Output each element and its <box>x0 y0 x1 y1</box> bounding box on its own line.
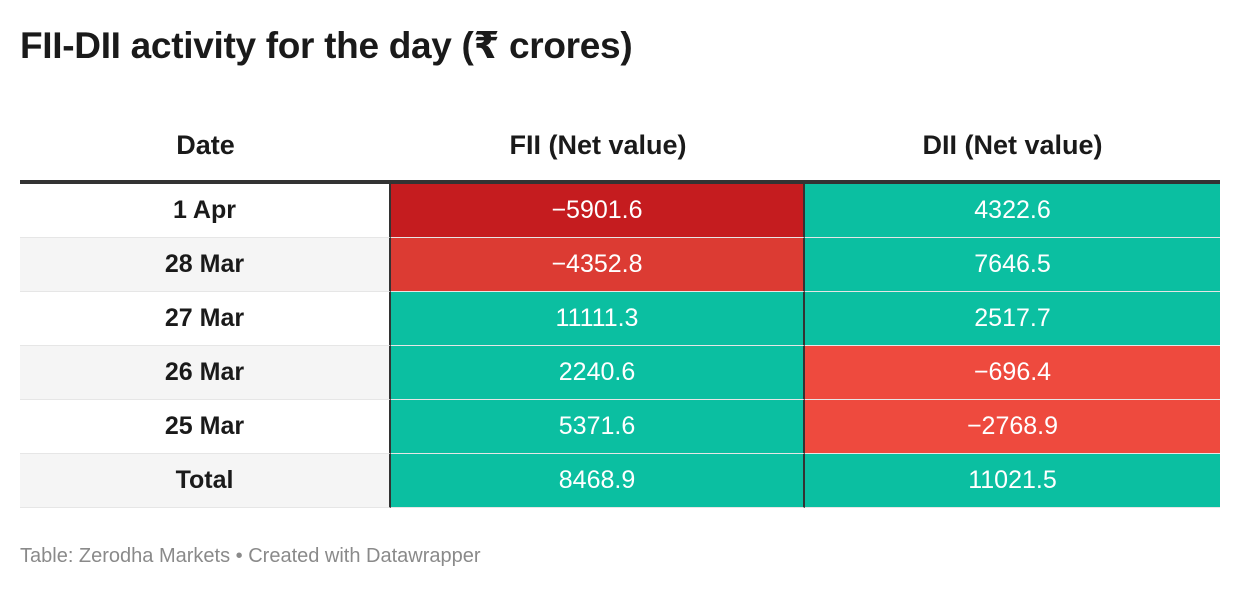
fii-value-cell: 2240.6 <box>391 346 805 400</box>
date-cell: 1 Apr <box>20 184 391 238</box>
table-body: 1 Apr −5901.6 4322.6 28 Mar −4352.8 7646.5 27 … <box>20 184 1220 508</box>
date-cell: Total <box>20 454 391 508</box>
source-note: Table: Zerodha Markets • Created with Da… <box>20 545 481 567</box>
fii-value-cell: −5901.6 <box>391 184 805 238</box>
data-table: Date FII (Net value) DII (Net value) 1 A… <box>20 110 1220 508</box>
table-row: 26 Mar 2240.6 −696.4 <box>20 346 1220 400</box>
table-row: Total 8468.9 11021.5 <box>20 454 1220 508</box>
fii-value-cell: −4352.8 <box>391 238 805 292</box>
table-header: Date FII (Net value) DII (Net value) <box>20 110 1220 184</box>
column-header-dii: DII (Net value) <box>922 130 1103 160</box>
dii-value-cell: −696.4 <box>805 346 1220 400</box>
dii-value-cell: 7646.5 <box>805 238 1220 292</box>
date-cell: 28 Mar <box>20 238 391 292</box>
dii-value-cell: 11021.5 <box>805 454 1220 508</box>
date-cell: 26 Mar <box>20 346 391 400</box>
table-row: 25 Mar 5371.6 −2768.9 <box>20 400 1220 454</box>
dii-value-cell: −2768.9 <box>805 400 1220 454</box>
chart-title: FII-DII activity for the day (₹ crores) <box>20 25 633 66</box>
table-row: 1 Apr −5901.6 4322.6 <box>20 184 1220 238</box>
dii-value-cell: 4322.6 <box>805 184 1220 238</box>
date-cell: 27 Mar <box>20 292 391 346</box>
date-cell: 25 Mar <box>20 400 391 454</box>
fii-value-cell: 8468.9 <box>391 454 805 508</box>
table-row: 27 Mar 11111.3 2517.7 <box>20 292 1220 346</box>
column-header-date: Date <box>176 130 235 160</box>
column-header-fii: FII (Net value) <box>509 130 687 160</box>
table-row: 28 Mar −4352.8 7646.5 <box>20 238 1220 292</box>
fii-value-cell: 11111.3 <box>391 292 805 346</box>
fii-value-cell: 5371.6 <box>391 400 805 454</box>
dii-value-cell: 2517.7 <box>805 292 1220 346</box>
